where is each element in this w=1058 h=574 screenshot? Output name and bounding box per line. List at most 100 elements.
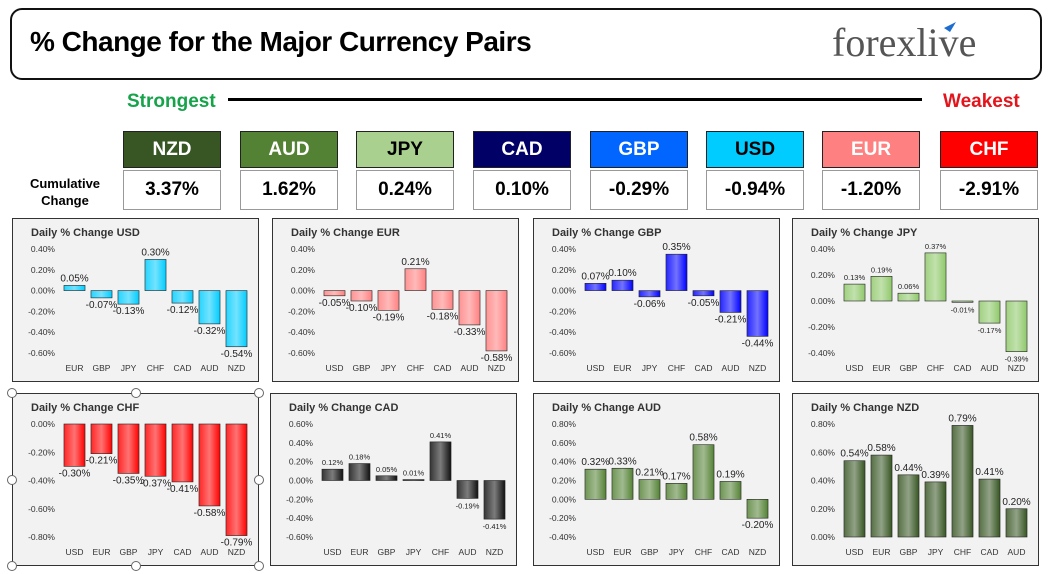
header-box: % Change for the Major Currency Pairs fo… [10,8,1042,80]
x-tick-label: NZD [228,363,245,373]
x-tick-label: JPY [642,363,658,373]
data-label: 0.10% [608,268,636,279]
y-tick-label: -0.60% [28,348,55,358]
weakest-label: Weakest [943,91,1020,112]
y-tick-label: 0.40% [811,476,836,486]
chart-svg: Daily % Change CHF 0.00% -0.20% -0.40% -0.60… [28,402,252,557]
cumulative-change-value: -0.94% [706,170,804,210]
bar-usd [843,460,866,538]
data-label: -0.10% [346,303,378,314]
y-tick-label: 0.20% [291,265,316,275]
chart-panel: Daily % Change JPY 0.40% 0.20% 0.00% -0.20% -… [792,218,1039,382]
selection-handle[interactable] [254,474,264,485]
chart-title: Daily % Change CAD [289,402,398,414]
cumulative-change-value: 0.10% [473,170,571,210]
chart-title: Daily % Change USD [31,227,140,239]
selection-handle[interactable] [130,561,141,571]
chart-panel: Daily % Change GBP 0.40% 0.20% 0.00% -0.20% -… [533,218,780,382]
currency-code: CHF [940,131,1038,168]
bar-gbp [897,474,920,538]
bar-aud [458,290,481,326]
data-label: -0.41% [483,522,507,531]
data-label: -0.41% [167,484,199,495]
chart-title: Daily % Change GBP [552,227,661,239]
data-label: -0.21% [715,314,747,325]
x-tick-label: EUR [351,547,369,557]
chart-panel: Daily % Change NZD 0.80% 0.60% 0.40% 0.20% 0.… [792,393,1039,566]
x-tick-label: GBP [641,547,659,557]
x-tick-label: CAD [981,547,999,557]
chart-panel: Daily % Change AUD 0.80% 0.60% 0.40% 0.20% 0.… [533,393,780,566]
data-label: -0.13% [113,306,145,317]
y-tick-label: 0.00% [811,532,836,542]
currency-box-cad: CAD 0.10% [473,131,571,210]
bar-jpy [377,290,400,311]
x-tick-label: JPY [381,363,397,373]
strength-line [228,98,922,101]
cumulative-change-value: -1.20% [822,170,920,210]
data-label: 0.37% [925,242,947,251]
bar-jpy [117,290,140,305]
bar-nzd [225,423,248,536]
bar-gbp [117,423,140,474]
x-tick-label: GBP [378,547,396,557]
bar-eur [348,463,371,481]
y-tick-label: 0.60% [552,438,577,448]
data-label: 0.33% [608,456,636,467]
x-tick-label: AUD [201,547,219,557]
cumulative-change-value: 0.24% [356,170,454,210]
chart-panel: Daily % Change USD 0.40% 0.20% 0.00% -0.20% -… [12,218,259,382]
x-tick-label: NZD [749,547,766,557]
bar-aud [198,423,221,507]
y-tick-label: -0.40% [28,327,55,337]
currency-code: JPY [356,131,454,168]
selection-handle[interactable] [7,388,17,398]
x-tick-label: CAD [174,547,192,557]
bar-cad [978,478,1001,538]
bar-chf [692,444,715,500]
selection-handle[interactable] [130,388,141,398]
data-label: 0.41% [430,431,452,440]
currency-code: AUD [240,131,338,168]
data-label: -0.21% [86,456,118,467]
selection-handle[interactable] [7,561,17,571]
x-tick-label: NZD [228,547,245,557]
bar-usd [321,468,344,481]
chart-title: Daily % Change AUD [552,402,661,414]
data-label: 0.79% [948,413,976,424]
cumulative-change-label: Cumulative Change [29,176,101,208]
selection-handle[interactable] [7,474,17,485]
bar-cad [951,300,974,303]
data-label: 0.07% [581,271,609,282]
data-label: 0.13% [844,273,866,282]
x-tick-label: CHF [668,363,685,373]
y-tick-label: 0.00% [811,296,836,306]
data-label: -0.58% [481,353,513,364]
bar-eur [611,467,634,500]
currency-code: USD [706,131,804,168]
bar-jpy [144,423,167,477]
y-tick-label: 0.60% [289,419,314,429]
bar-eur [63,285,86,291]
bar-aud [1005,508,1028,538]
chart-svg: Daily % Change JPY 0.40% 0.20% 0.00% -0.20% -… [808,227,1029,373]
bar-usd [843,283,866,302]
currency-box-usd: USD -0.94% [706,131,804,210]
cumulative-change-value: 3.37% [123,170,221,210]
selection-handle[interactable] [254,388,264,398]
bar-eur [611,279,634,291]
bar-cad [171,290,194,304]
selection-handle[interactable] [254,561,264,571]
data-label: -0.17% [978,326,1002,335]
y-tick-label: 0.00% [31,419,56,429]
x-tick-label: CHF [432,547,449,557]
data-label: -0.05% [688,298,720,309]
x-tick-label: JPY [406,547,422,557]
logo-text: forexlive [832,20,976,65]
x-tick-label: AUD [981,363,999,373]
y-tick-label: -0.20% [28,306,55,316]
chart-svg: Daily % Change USD 0.40% 0.20% 0.00% -0.20% -… [28,227,252,373]
x-tick-label: USD [846,547,864,557]
x-tick-label: AUD [461,363,479,373]
x-tick-label: JPY [148,547,164,557]
